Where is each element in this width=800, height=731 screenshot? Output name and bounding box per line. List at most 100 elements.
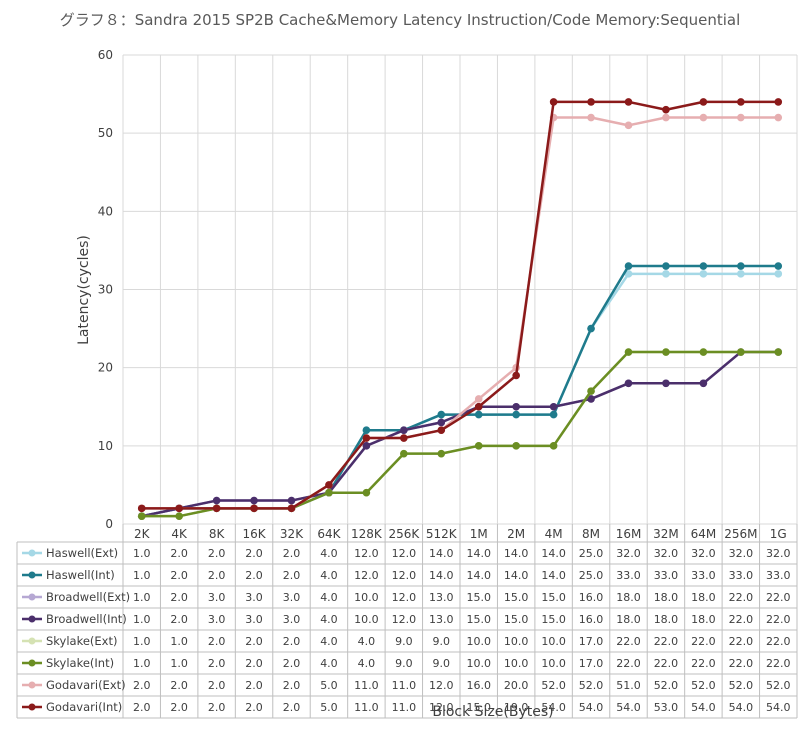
y-tick-label: 60 <box>98 48 113 62</box>
table-cell-value: 22.0 <box>766 635 791 648</box>
data-point <box>362 442 371 450</box>
table-cell-value: 33.0 <box>654 569 679 582</box>
table-cell-value: 14.0 <box>429 547 454 560</box>
table-cell-value: 15.0 <box>466 701 491 714</box>
data-point <box>549 442 558 450</box>
table-cell-value: 2.0 <box>170 591 188 604</box>
legend-label: Skylake(Ext) <box>46 634 117 648</box>
data-point <box>250 504 258 513</box>
x-tick-label: 4M <box>545 527 563 541</box>
data-point <box>624 348 633 356</box>
table-cell-value: 3.0 <box>283 613 301 626</box>
data-point <box>512 371 520 380</box>
table-cell-value: 22.0 <box>766 613 791 626</box>
table-cell-value: 10.0 <box>354 613 379 626</box>
x-tick-label: 32M <box>653 527 679 541</box>
data-point <box>212 504 221 513</box>
table-cell-value: 20.0 <box>504 679 529 692</box>
table-cell-value: 32.0 <box>691 547 716 560</box>
table-cell-value: 12.0 <box>392 591 417 604</box>
table-cell-value: 2.0 <box>170 569 188 582</box>
table-cell-value: 52.0 <box>579 679 604 692</box>
data-point <box>699 113 708 122</box>
data-point <box>549 98 558 106</box>
table-cell-value: 32.0 <box>654 547 679 560</box>
legend-label: Haswell(Int) <box>46 568 115 582</box>
data-point <box>624 121 633 130</box>
data-point <box>437 426 446 435</box>
x-tick-label: 2M <box>507 527 525 541</box>
x-tick-label: 4K <box>171 527 188 541</box>
data-point <box>662 105 670 114</box>
x-tick-label: 1G <box>770 527 787 541</box>
data-point <box>737 270 745 278</box>
x-axis-title: Block Size(Bytes) <box>432 704 553 720</box>
y-tick-label: 40 <box>98 204 113 218</box>
table-cell-value: 2.0 <box>133 679 151 692</box>
table-cell-value: 14.0 <box>541 547 566 560</box>
table-cell-value: 2.0 <box>245 701 263 714</box>
legend-key-marker <box>28 571 36 579</box>
table-cell-value: 18.0 <box>616 591 641 604</box>
data-point <box>737 113 745 122</box>
table-cell-value: 2.0 <box>208 547 226 560</box>
x-tick-label: 32K <box>280 527 304 541</box>
table-cell-value: 51.0 <box>616 679 641 692</box>
y-tick-label: 30 <box>98 283 113 297</box>
grid-lines <box>122 54 798 525</box>
legend-key-marker <box>28 593 36 601</box>
y-tick-label: 10 <box>98 439 113 453</box>
table-cell-value: 10.0 <box>504 635 529 648</box>
y-axis-title: Latency(cycles) <box>76 235 92 345</box>
table-cell-value: 2.0 <box>208 569 226 582</box>
data-point <box>737 262 745 270</box>
table-cell-value: 54.0 <box>616 701 641 714</box>
table-cell-value: 19.0 <box>504 701 529 714</box>
data-point <box>549 402 558 411</box>
y-tick-label: 0 <box>105 517 113 531</box>
table-cell-value: 3.0 <box>208 613 226 626</box>
table-cell-value: 22.0 <box>729 657 754 670</box>
table-cell-value: 12.0 <box>392 569 417 582</box>
data-point <box>362 426 371 435</box>
table-cell-value: 4.0 <box>320 591 338 604</box>
table-cell-value: 52.0 <box>654 679 679 692</box>
x-tick-label: 8K <box>209 527 226 541</box>
table-cell-value: 22.0 <box>616 657 641 670</box>
table-cell-value: 2.0 <box>283 679 301 692</box>
table-cell-value: 9.0 <box>395 657 413 670</box>
data-point <box>474 402 483 411</box>
data-point <box>512 402 520 411</box>
table-cell-value: 1.0 <box>170 657 188 670</box>
table-cell-value: 4.0 <box>320 569 338 582</box>
table-cell-value: 14.0 <box>466 547 491 560</box>
table-cell-value: 2.0 <box>208 635 226 648</box>
table-cell-value: 2.0 <box>283 701 301 714</box>
table-cell-value: 25.0 <box>579 569 604 582</box>
data-point <box>774 348 783 356</box>
table-cell-value: 14.0 <box>504 547 529 560</box>
table-cell-value: 15.0 <box>504 613 529 626</box>
data-point <box>774 262 783 270</box>
data-point <box>587 113 595 122</box>
data-point <box>400 426 408 435</box>
table-cell-value: 2.0 <box>283 569 301 582</box>
data-point <box>474 395 483 403</box>
table-cell-value: 22.0 <box>729 613 754 626</box>
table-cell-value: 13.0 <box>429 591 454 604</box>
data-point <box>662 379 670 388</box>
data-table: 2K 4K 8K 16K 32K 64K 128K 256K 512K 1M 2M 4M 8M 16M 32… <box>16 524 798 719</box>
data-point <box>774 98 783 106</box>
data-point <box>549 410 558 419</box>
table-cell-value: 54.0 <box>579 701 604 714</box>
data-point <box>474 410 483 419</box>
table-cell-value: 15.0 <box>541 591 566 604</box>
legend-label: Broadwell(Ext) <box>46 590 130 604</box>
data-point <box>400 449 408 458</box>
table-cell-value: 15.0 <box>541 613 566 626</box>
table-cell-value: 4.0 <box>320 635 338 648</box>
data-point <box>437 410 446 419</box>
table-cell-value: 3.0 <box>245 613 263 626</box>
table-cell-value: 12.0 <box>354 547 379 560</box>
